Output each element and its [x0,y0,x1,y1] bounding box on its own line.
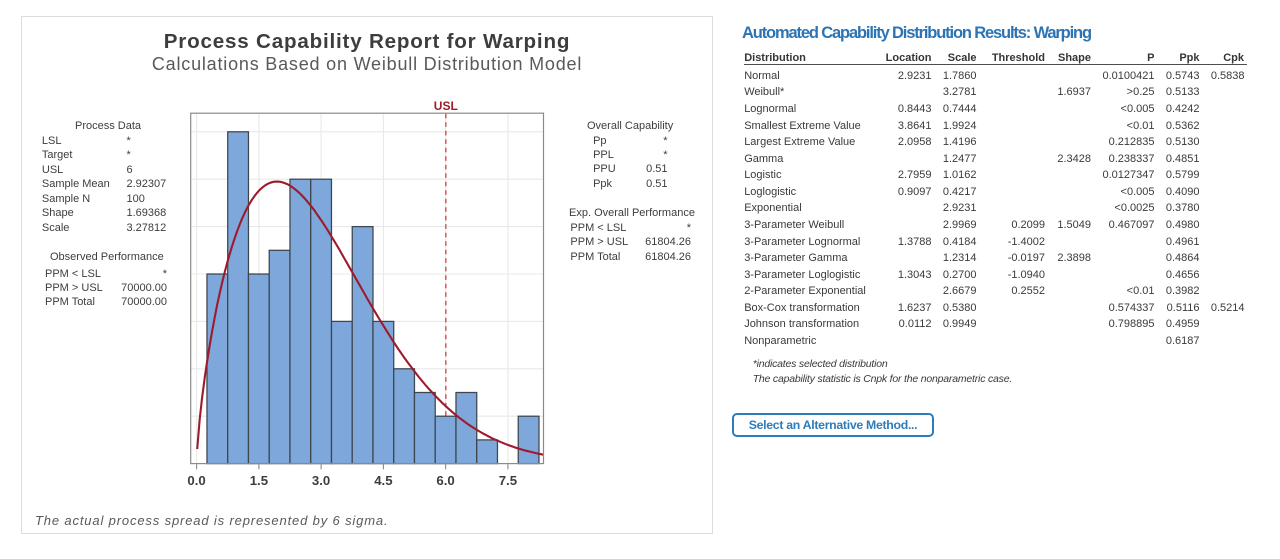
svg-text:1.5: 1.5 [250,473,268,488]
svg-text:3.0: 3.0 [312,473,330,488]
svg-text:7.5: 7.5 [499,473,517,488]
svg-text:4.5: 4.5 [374,473,392,488]
svg-text:USL: USL [434,99,458,113]
svg-text:6.0: 6.0 [436,473,454,488]
svg-text:0.0: 0.0 [187,473,205,488]
